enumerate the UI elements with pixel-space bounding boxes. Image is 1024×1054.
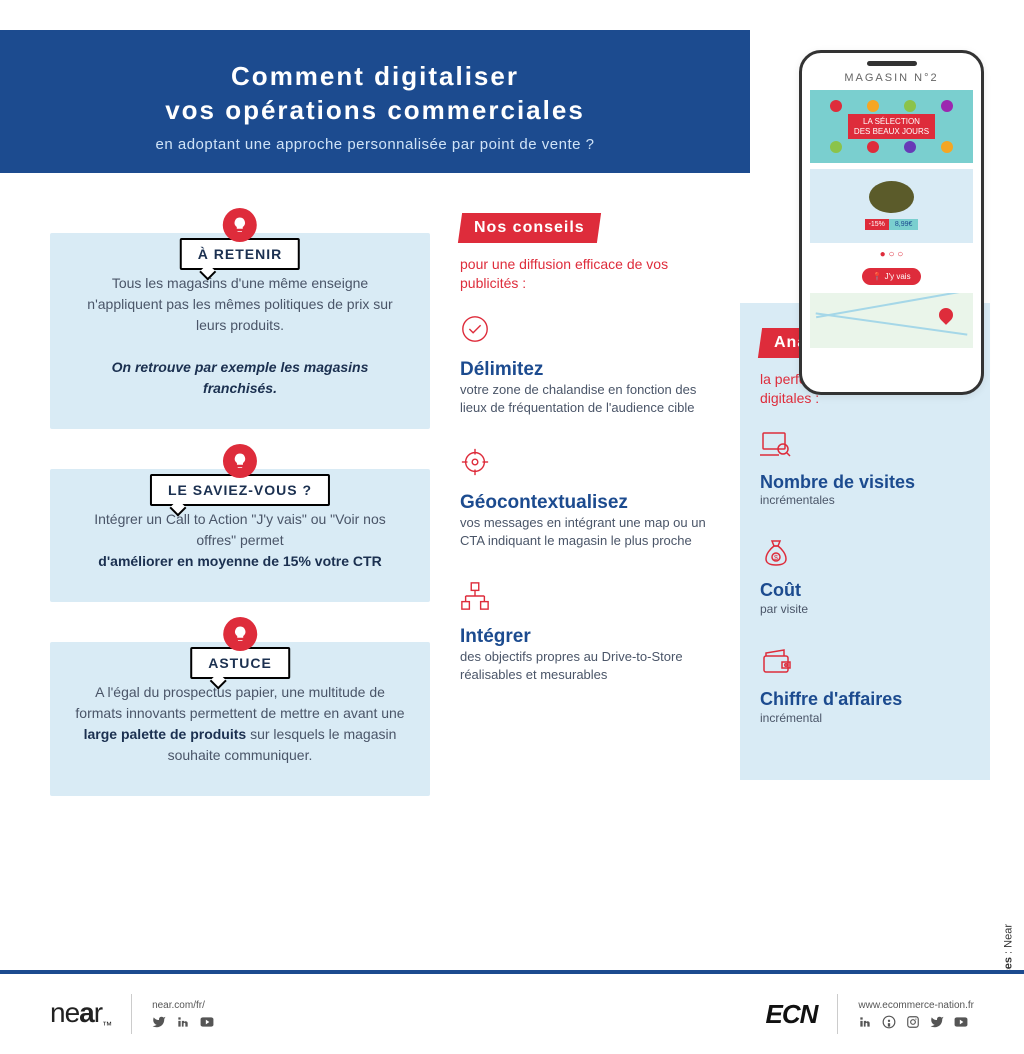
linkedin-icon	[176, 1015, 190, 1029]
hierarchy-icon	[460, 581, 710, 616]
tip-badge: LE SAVIEZ-VOUS ?	[150, 474, 330, 506]
linkedin-icon	[858, 1015, 872, 1029]
near-logo: near™	[50, 997, 111, 1032]
near-url[interactable]: near.com/fr/	[152, 1000, 214, 1011]
map-pin-icon	[936, 305, 956, 325]
header-subtitle: en adoptant une approche personnalisée p…	[40, 136, 710, 153]
advice-title: Géocontextualisez	[460, 492, 710, 514]
podcast-icon	[882, 1015, 896, 1029]
bulb-icon	[223, 208, 257, 242]
advice-text: vos messages en intégrant une map ou un …	[460, 514, 710, 550]
analyze-cout: $ Coût par visite	[760, 537, 970, 616]
banner-label: LA SÉLECTIONDES BEAUX JOURS	[848, 114, 935, 139]
ecn-url[interactable]: www.ecommerce-nation.fr	[858, 1000, 974, 1011]
wallet-icon	[760, 646, 970, 683]
analyze-title: Chiffre d'affaires	[760, 689, 970, 711]
youtube-icon	[954, 1015, 968, 1029]
tip-text: Intégrer un Call to Action "J'y vais" ou…	[75, 509, 405, 572]
advice-text: des objectifs propres au Drive-to-Store …	[460, 648, 710, 684]
bulb-icon	[223, 444, 257, 478]
phone-product: -15%8,99€	[810, 169, 973, 243]
header-title: Comment digitaliser vos opérations comme…	[40, 60, 710, 128]
analyze-sub: incrémentales	[760, 493, 970, 507]
carousel-dots: ● ○ ○	[810, 249, 973, 260]
advice-text: votre zone de chalandise en fonction des…	[460, 381, 710, 417]
phone-store-title: MAGASIN N°2	[810, 72, 973, 84]
instagram-icon	[906, 1015, 920, 1029]
tip-card-saviez: LE SAVIEZ-VOUS ? Intégrer un Call to Act…	[50, 469, 430, 602]
analyze-visites: Nombre de visites incrémentales	[760, 429, 970, 508]
fruit-row-bottom	[818, 139, 965, 155]
advice-integrer: Intégrer des objectifs propres au Drive-…	[460, 581, 710, 684]
check-circle-icon	[460, 314, 710, 349]
header-banner: Comment digitaliser vos opérations comme…	[0, 30, 750, 173]
twitter-icon	[152, 1015, 166, 1029]
tip-text: A l'égal du prospectus papier, une multi…	[75, 682, 405, 766]
tip-badge: ASTUCE	[190, 647, 290, 679]
conseils-tag: Nos conseils	[458, 213, 601, 243]
phone-cta-button[interactable]: 📍 J'y vais	[862, 268, 920, 285]
advice-title: Intégrer	[460, 626, 710, 648]
bulb-icon	[223, 617, 257, 651]
phone-notch	[867, 61, 917, 66]
tip-card-retenir: À RETENIR Tous les magasins d'une même e…	[50, 233, 430, 429]
twitter-icon	[930, 1015, 944, 1029]
advice-delimitez: Délimitez votre zone de chalandise en fo…	[460, 314, 710, 417]
target-icon	[460, 447, 710, 482]
footer: near™ near.com/fr/ ECN www.ecommerce-nat…	[0, 970, 1024, 1054]
money-bag-icon: $	[760, 537, 970, 574]
tip-text: Tous les magasins d'une même enseigne n'…	[75, 273, 405, 399]
advice-title: Délimitez	[460, 359, 710, 381]
conseils-subtitle: pour une diffusion efficace de vos publi…	[460, 255, 710, 294]
tips-column: À RETENIR Tous les magasins d'une même e…	[50, 193, 430, 796]
advice-geo: Géocontextualisez vos messages en intégr…	[460, 447, 710, 550]
analyze-sub: par visite	[760, 602, 970, 616]
tip-card-astuce: ASTUCE A l'égal du prospectus papier, un…	[50, 642, 430, 796]
phone-map	[810, 293, 973, 348]
svg-text:$: $	[774, 555, 778, 562]
tip-badge: À RETENIR	[180, 238, 300, 270]
ecn-logo: ECN	[766, 999, 818, 1030]
fruit-row-top	[818, 98, 965, 114]
ecn-social-icons[interactable]	[858, 1015, 974, 1029]
analyze-sub: incrémental	[760, 711, 970, 725]
analyze-chiffre: Chiffre d'affaires incrémental	[760, 646, 970, 725]
monitor-search-icon	[760, 429, 970, 466]
analyze-title: Nombre de visites	[760, 472, 970, 494]
analyze-title: Coût	[760, 580, 970, 602]
youtube-icon	[200, 1015, 214, 1029]
conseils-column: Nos conseils pour une diffusion efficace…	[460, 193, 710, 796]
phone-banner: LA SÉLECTIONDES BEAUX JOURS	[810, 90, 973, 163]
phone-mockup: MAGASIN N°2 LA SÉLECTIONDES BEAUX JOURS …	[799, 50, 984, 395]
near-social-icons[interactable]	[152, 1015, 214, 1029]
product-image	[869, 181, 914, 213]
product-price: -15%8,99€	[865, 221, 919, 228]
